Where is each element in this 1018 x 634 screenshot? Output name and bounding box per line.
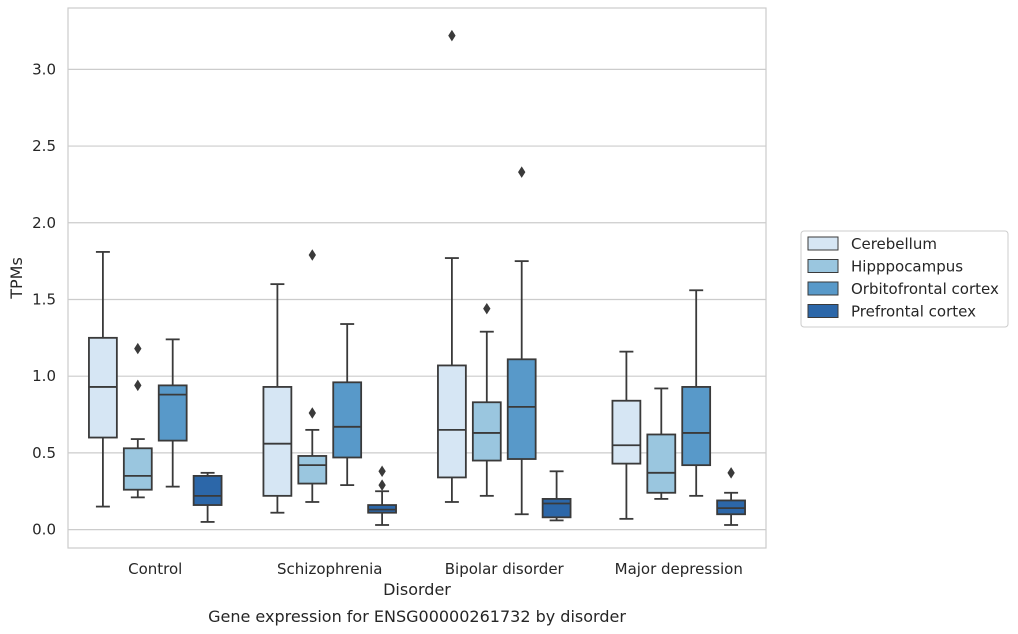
outlier-point — [448, 29, 456, 42]
box-3-3 — [716, 467, 746, 526]
x-axis-ticks: Control Schizophrenia Bipolar disorder Majo… — [128, 560, 743, 578]
box-iqr — [297, 455, 328, 485]
x-tick-label: Schizophrenia — [277, 560, 382, 578]
legend-label: Prefrontal cortex — [851, 303, 976, 321]
box-iqr — [262, 386, 293, 497]
box-2-0 — [437, 29, 467, 503]
y-tick-label: 0.5 — [32, 444, 56, 462]
box-2-2 — [506, 166, 537, 516]
legend-entries: Cerebellum Hipppocampus Orbitofrontal cort… — [807, 235, 999, 321]
y-tick-label: 3.0 — [32, 60, 56, 78]
box-iqr — [681, 386, 712, 467]
y-tick-label: 1.0 — [32, 367, 56, 385]
y-axis-title: TPMs — [7, 257, 26, 300]
outlier-point — [308, 249, 316, 261]
grid-lines — [68, 68, 766, 531]
box-3-2 — [681, 289, 712, 497]
legend-swatch — [807, 304, 839, 318]
legend-swatch — [807, 259, 839, 273]
outlier-point — [378, 465, 386, 478]
x-tick-label: Major depression — [615, 560, 743, 578]
y-tick-label: 2.0 — [32, 214, 56, 232]
box-1-3 — [367, 465, 397, 526]
outlier-point — [483, 302, 491, 315]
legend: Cerebellum Hipppocampus Orbitofrontal cort… — [800, 230, 1009, 328]
box-iqr — [332, 381, 363, 459]
box-1-2 — [332, 323, 363, 487]
box-0-0 — [88, 251, 118, 508]
y-tick-label: 0.0 — [32, 521, 56, 539]
outlier-point — [134, 342, 142, 355]
box-3-0 — [611, 350, 642, 520]
outlier-point — [727, 467, 735, 479]
outlier-point — [308, 407, 316, 419]
legend-label: Orbitofrontal cortex — [851, 280, 999, 298]
box-plot-series — [88, 29, 746, 526]
legend-entry: Hipppocampus — [807, 258, 963, 276]
figure-caption: Gene expression for ENSG00000261732 by d… — [208, 607, 626, 626]
x-tick-label: Bipolar disorder — [445, 560, 565, 578]
box-iqr — [611, 399, 642, 465]
box-3-1 — [646, 387, 677, 500]
x-axis-title: Disorder — [383, 580, 451, 599]
box-iqr — [437, 364, 467, 479]
plot-area-frame — [67, 7, 767, 549]
box-1-0 — [262, 283, 293, 514]
legend-entry: Orbitofrontal cortex — [807, 280, 999, 298]
legend-label: Hipppocampus — [851, 258, 963, 276]
box-iqr — [646, 433, 677, 494]
y-tick-label: 2.5 — [32, 137, 56, 155]
legend-frame — [800, 230, 1009, 328]
box-iqr — [122, 447, 153, 491]
outlier-point — [518, 166, 526, 178]
box-iqr — [471, 401, 502, 462]
box-2-1 — [471, 302, 502, 497]
outlier-point — [378, 479, 386, 491]
legend-entry: Cerebellum — [807, 235, 937, 253]
box-iqr — [506, 358, 537, 460]
legend-swatch — [807, 236, 839, 251]
y-tick-label: 1.5 — [32, 290, 56, 308]
legend-label: Cerebellum — [851, 235, 937, 253]
box-0-2 — [157, 338, 188, 488]
box-0-1 — [122, 342, 153, 499]
box-iqr — [157, 384, 188, 442]
box-2-3 — [541, 470, 572, 522]
y-axis-ticks: 0.0 0.5 1.0 1.5 2.0 2.5 3.0 — [32, 60, 56, 538]
box-0-3 — [192, 471, 223, 523]
x-tick-label: Control — [128, 560, 182, 578]
legend-entry: Prefrontal cortex — [807, 303, 976, 321]
outlier-point — [134, 379, 142, 392]
box-1-1 — [297, 249, 328, 503]
legend-swatch — [807, 281, 839, 296]
box-iqr — [541, 498, 572, 519]
box-iqr — [192, 474, 223, 506]
